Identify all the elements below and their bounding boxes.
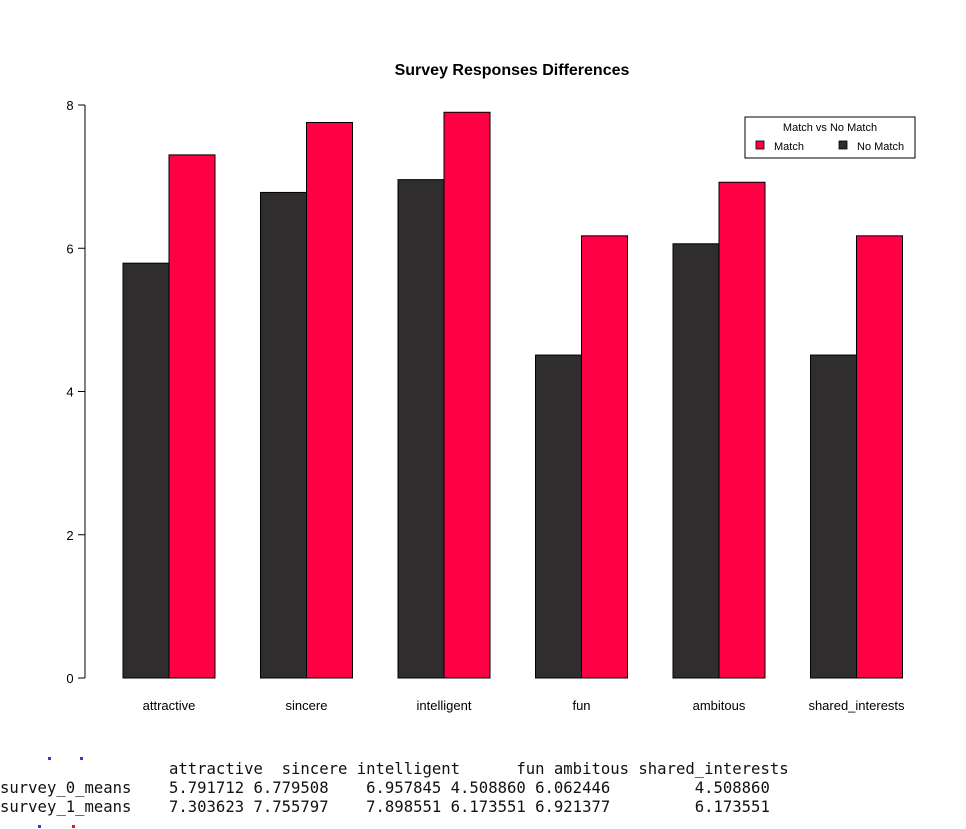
- x-tick-label: attractive: [143, 698, 196, 713]
- bars: [122, 111, 903, 679]
- y-axis: 0 2 4 6 8: [66, 98, 86, 686]
- y-tick-label: 2: [66, 528, 73, 543]
- bar-attractive-match: [168, 154, 216, 679]
- bar-intelligent-no-match: [397, 179, 445, 679]
- bar-intelligent-match: [443, 111, 491, 679]
- bar-sincere-match: [306, 121, 353, 679]
- x-axis-labels: attractive sincere intelligent fun ambitous s…: [143, 698, 905, 713]
- bar-ambitous-match: [718, 181, 766, 679]
- legend-label-match: Match: [774, 141, 804, 153]
- bar-fun-match: [581, 235, 628, 679]
- legend-label-no-match: No Match: [857, 141, 904, 153]
- bar-shared_interests-no-match: [810, 354, 857, 679]
- bar-sincere-no-match: [260, 191, 307, 679]
- bar-ambitous-no-match: [672, 243, 720, 679]
- legend: Match vs No Match Match No Match: [744, 116, 916, 159]
- bar-chart: Survey Responses Differences 0 2 4 6 8 attra…: [66, 62, 916, 713]
- bar-fun-no-match: [535, 354, 582, 679]
- x-tick-label: shared_interests: [808, 698, 905, 713]
- y-tick-label: 6: [66, 241, 73, 256]
- bar-attractive-no-match: [122, 262, 170, 679]
- y-tick-label: 0: [66, 671, 73, 686]
- legend-box: [744, 116, 916, 159]
- x-tick-label: fun: [572, 698, 590, 713]
- bar-shared_interests-match: [856, 235, 903, 679]
- console-row-survey-0: survey_0_means 5.791712 6.779508 6.95784…: [0, 779, 770, 797]
- legend-title: Match vs No Match: [783, 122, 877, 134]
- y-tick-label: 4: [66, 385, 73, 400]
- r-console-output: attractive sincere intelligent fun ambit…: [0, 760, 966, 829]
- console-row-survey-1: survey_1_means 7.303623 7.755797 7.89855…: [0, 798, 770, 816]
- x-tick-label: ambitous: [693, 698, 746, 713]
- console-prompt-marks: [24, 825, 84, 829]
- legend-swatch-no-match: [838, 140, 848, 150]
- x-tick-label: intelligent: [417, 698, 472, 713]
- chart-title: Survey Responses Differences: [395, 62, 630, 79]
- legend-swatch-match: [755, 140, 765, 150]
- y-tick-label: 8: [66, 98, 73, 113]
- x-tick-label: sincere: [286, 698, 328, 713]
- console-scroll-marks: [38, 757, 98, 765]
- console-header-row: attractive sincere intelligent fun ambit…: [0, 760, 789, 778]
